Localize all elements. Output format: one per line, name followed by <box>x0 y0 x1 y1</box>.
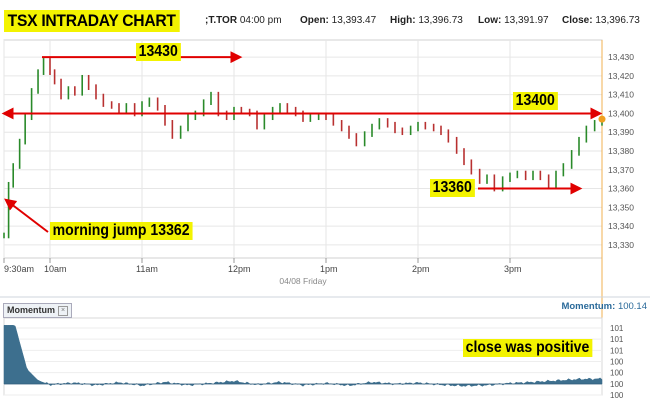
quote-time: 04:00 pm <box>239 15 282 26</box>
close-stat: Close: 13,396.73 <box>562 15 640 26</box>
momentum-y-tick-label: 101 <box>610 335 624 344</box>
low-value: 13,391.97 <box>504 15 549 26</box>
momentum-y-tick-label: 100 <box>610 391 624 400</box>
momentum-y-tick-label: 100 <box>610 358 624 367</box>
momentum-y-tick-label: 101 <box>610 324 624 333</box>
price-y-tick-label: 13,430 <box>608 52 634 62</box>
close-icon[interactable]: × <box>58 305 68 316</box>
annotation-morning-jump: morning jump 13362 <box>50 222 193 240</box>
momentum-label: Momentum <box>7 305 55 315</box>
momentum-panel-tab[interactable]: Momentum × <box>3 303 72 318</box>
symbol-time: ;T.TOR 04:00 pm <box>205 15 282 26</box>
x-tick-label: 11am <box>136 264 158 274</box>
price-y-tick-label: 13,350 <box>608 202 634 212</box>
annotation-resistance: 13400 <box>513 92 558 110</box>
open-value: 13,393.47 <box>331 15 377 26</box>
x-tick-label: 9:30am <box>4 264 34 274</box>
annotation-high-level: 13430 <box>136 43 181 61</box>
high-stat: High: 13,396.73 <box>390 15 463 26</box>
close-label: Close: <box>562 15 593 26</box>
x-tick-label: 1pm <box>320 264 338 274</box>
momentum-y-tick-label: 101 <box>610 346 624 355</box>
price-y-tick-label: 13,340 <box>608 221 634 231</box>
momentum-readout: Momentum: 100.14 <box>561 301 647 312</box>
open-stat: Open: 13,393.47 <box>300 15 376 26</box>
price-y-tick-label: 13,420 <box>608 71 634 81</box>
price-y-tick-label: 13,400 <box>608 108 634 118</box>
price-y-tick-label: 13,360 <box>608 184 634 194</box>
momentum-area <box>3 325 603 387</box>
low-label: Low: <box>478 15 502 26</box>
x-tick-label: 3pm <box>504 264 522 274</box>
last-price-marker <box>598 115 606 123</box>
high-label: High: <box>390 15 416 26</box>
price-y-tick-label: 13,370 <box>608 165 634 175</box>
price-y-tick-label: 13,380 <box>608 146 634 156</box>
x-tick-label: 2pm <box>412 264 430 274</box>
annotation-close-note: close was positive <box>463 339 592 357</box>
low-stat: Low: 13,391.97 <box>478 15 549 26</box>
close-value: 13,396.73 <box>595 15 640 26</box>
open-label: Open: <box>300 15 329 26</box>
price-y-tick-label: 13,330 <box>608 240 634 250</box>
price-y-tick-label: 13,410 <box>608 90 634 100</box>
chart-title: TSX INTRADAY CHART <box>4 10 180 32</box>
symbol: ;T.TOR <box>205 15 238 26</box>
momentum-value-label: Momentum: <box>561 301 616 312</box>
momentum-y-tick-label: 100 <box>610 369 624 378</box>
price-y-tick-label: 13,390 <box>608 127 634 137</box>
annotation-support: 13360 <box>430 179 475 197</box>
x-tick-label: 10am <box>44 264 67 274</box>
date-label: 04/08 Friday <box>279 276 327 286</box>
morning-jump-arrow <box>4 198 49 233</box>
momentum-y-tick-label: 100 <box>610 380 624 389</box>
momentum-value: 100.14 <box>617 301 647 312</box>
x-tick-label: 12pm <box>228 264 251 274</box>
high-value: 13,396.73 <box>418 15 463 26</box>
chart-header: TSX INTRADAY CHART ;T.TOR 04:00 pm Open:… <box>0 0 650 38</box>
